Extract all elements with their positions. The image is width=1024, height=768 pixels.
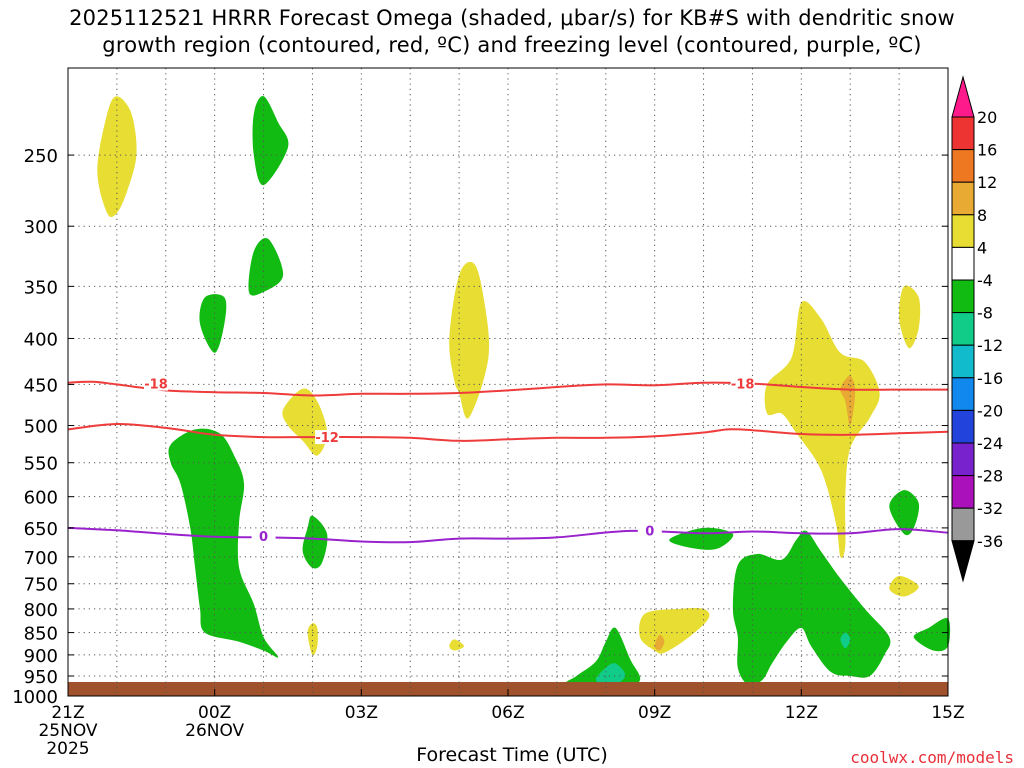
omega-region-19 [595, 663, 626, 687]
contour-label-bg [730, 376, 755, 391]
omega-region-20 [732, 530, 891, 685]
contour-label-1-0: -12 [315, 431, 339, 446]
colorbar-segment-12 [951, 475, 975, 509]
y-tick-label-550: 550 [24, 454, 58, 475]
contour-2 [67, 526, 949, 544]
omega-region-1 [252, 96, 289, 186]
x-tick-label-2: 03Z [345, 703, 378, 723]
colorbar-label-2: 12 [977, 173, 997, 192]
x-axis-title: Forecast Time (UTC) [416, 744, 608, 766]
x-tick-sublabel1-1: 26NOV [185, 721, 244, 741]
omega-region-9 [449, 639, 464, 651]
colorbar-label-8: -16 [977, 369, 1003, 388]
y-tick-label-800: 800 [24, 600, 58, 621]
contour-label-0-1: -18 [731, 378, 755, 393]
x-tick-label-3: 06Z [491, 703, 524, 723]
colorbar-segment-7 [951, 312, 975, 346]
credit-text: coolwx.com/models [850, 748, 1014, 767]
omega-region-22 [913, 617, 951, 652]
x-tick-sublabel2-0: 2025 [46, 739, 89, 759]
y-tick-label-1000: 1000 [12, 687, 58, 708]
contour-0 [67, 380, 948, 397]
colorbar-label-4: 4 [977, 238, 987, 257]
y-tick-label-950: 950 [24, 667, 58, 688]
omega-region-14 [889, 575, 919, 597]
omega-region-4 [449, 261, 490, 419]
colorbar-label-6: -8 [977, 304, 993, 323]
y-tick-label-500: 500 [24, 417, 58, 438]
omega-region-6 [168, 428, 279, 658]
colorbar-segment-9 [951, 377, 975, 411]
colorbar-label-9: -20 [977, 401, 1003, 420]
y-tick-label-900: 900 [24, 646, 58, 667]
x-tick-label-0: 21Z [51, 703, 84, 723]
colorbar-label-1: 16 [977, 141, 997, 160]
contour-label-bg [251, 529, 276, 544]
omega-region-12 [898, 285, 921, 349]
colorbar: 20 16 12 8 4 -4 -8 -12 -16 -20 -24 -28 -32 -36 [951, 75, 1003, 583]
omega-region-10 [764, 301, 880, 559]
y-tick-label-650: 650 [24, 519, 58, 540]
x-tick-label-6: 15Z [931, 703, 964, 723]
omega-region-7 [302, 515, 328, 569]
colorbar-segment-1 [951, 116, 975, 151]
x-tick-label-1: 00Z [198, 703, 231, 723]
colorbar-segment-8 [951, 344, 975, 379]
chart-title-line1: 2025112521 HRRR Forecast Omega (shaded, … [69, 6, 955, 30]
omega-region-3 [199, 294, 227, 353]
y-tick-label-300: 300 [24, 217, 58, 238]
y-tick-label-750: 750 [24, 575, 58, 596]
colorbar-label-7: -12 [977, 336, 1003, 355]
colorbar-label-0: 20 [977, 108, 997, 127]
colorbar-label-10: -24 [977, 434, 1003, 453]
omega-region-17 [654, 634, 665, 651]
omega-region-2 [248, 237, 284, 296]
y-tick-label-850: 850 [24, 624, 58, 645]
colorbar-label-12: -32 [977, 499, 1003, 518]
y-tick-label-450: 450 [24, 375, 58, 396]
omega-region-16 [639, 607, 710, 654]
colorbar-top-arrow [951, 75, 975, 118]
contour-label-bg [144, 376, 168, 391]
omega-region-11 [840, 375, 856, 426]
colorbar-segment-6 [951, 279, 975, 314]
contour-label-2-0: 0 [259, 530, 268, 545]
y-tick-label-400: 400 [24, 329, 58, 350]
contour-1 [67, 422, 949, 442]
colorbar-segment-5 [951, 246, 975, 281]
omega-region-15 [669, 527, 734, 550]
omega-shaded-regions [97, 96, 951, 693]
temperature-contours: -18 -18 -12 0 0 [67, 376, 949, 545]
grid-lines [68, 68, 948, 697]
colorbar-segment-11 [951, 442, 975, 477]
y-tick-label-350: 350 [24, 277, 58, 298]
colorbar-bottom-arrow [951, 540, 975, 583]
colorbar-segment-4 [951, 214, 975, 248]
y-axis: 2503003504004505005506006507007508008509… [12, 146, 948, 708]
contour-label-bg [315, 430, 340, 445]
x-tick-sublabel1-0: 25NOV [38, 721, 97, 741]
y-tick-label-600: 600 [24, 488, 58, 509]
omega-region-13 [889, 490, 920, 536]
x-tick-label-5: 12Z [785, 703, 818, 723]
x-tick-label-4: 09Z [638, 703, 671, 723]
colorbar-segment-10 [951, 409, 975, 444]
colorbar-segment-13 [951, 507, 975, 542]
colorbar-label-13: -36 [977, 532, 1003, 551]
contour-label-bg [637, 523, 662, 538]
colorbar-label-5: -4 [977, 271, 993, 290]
contour-label-2-1: 0 [645, 524, 654, 539]
y-tick-label-700: 700 [24, 548, 58, 569]
colorbar-label-11: -28 [977, 467, 1003, 486]
omega-region-8 [307, 623, 318, 656]
omega-region-21 [840, 632, 851, 649]
y-tick-label-250: 250 [24, 146, 58, 167]
chart-title-line2: growth region (contoured, red, ºC) and f… [102, 33, 922, 57]
colorbar-label-3: 8 [977, 206, 987, 225]
contour-label-0-0: -18 [144, 378, 168, 393]
colorbar-segment-2 [951, 149, 975, 183]
colorbar-segment-3 [951, 181, 975, 216]
